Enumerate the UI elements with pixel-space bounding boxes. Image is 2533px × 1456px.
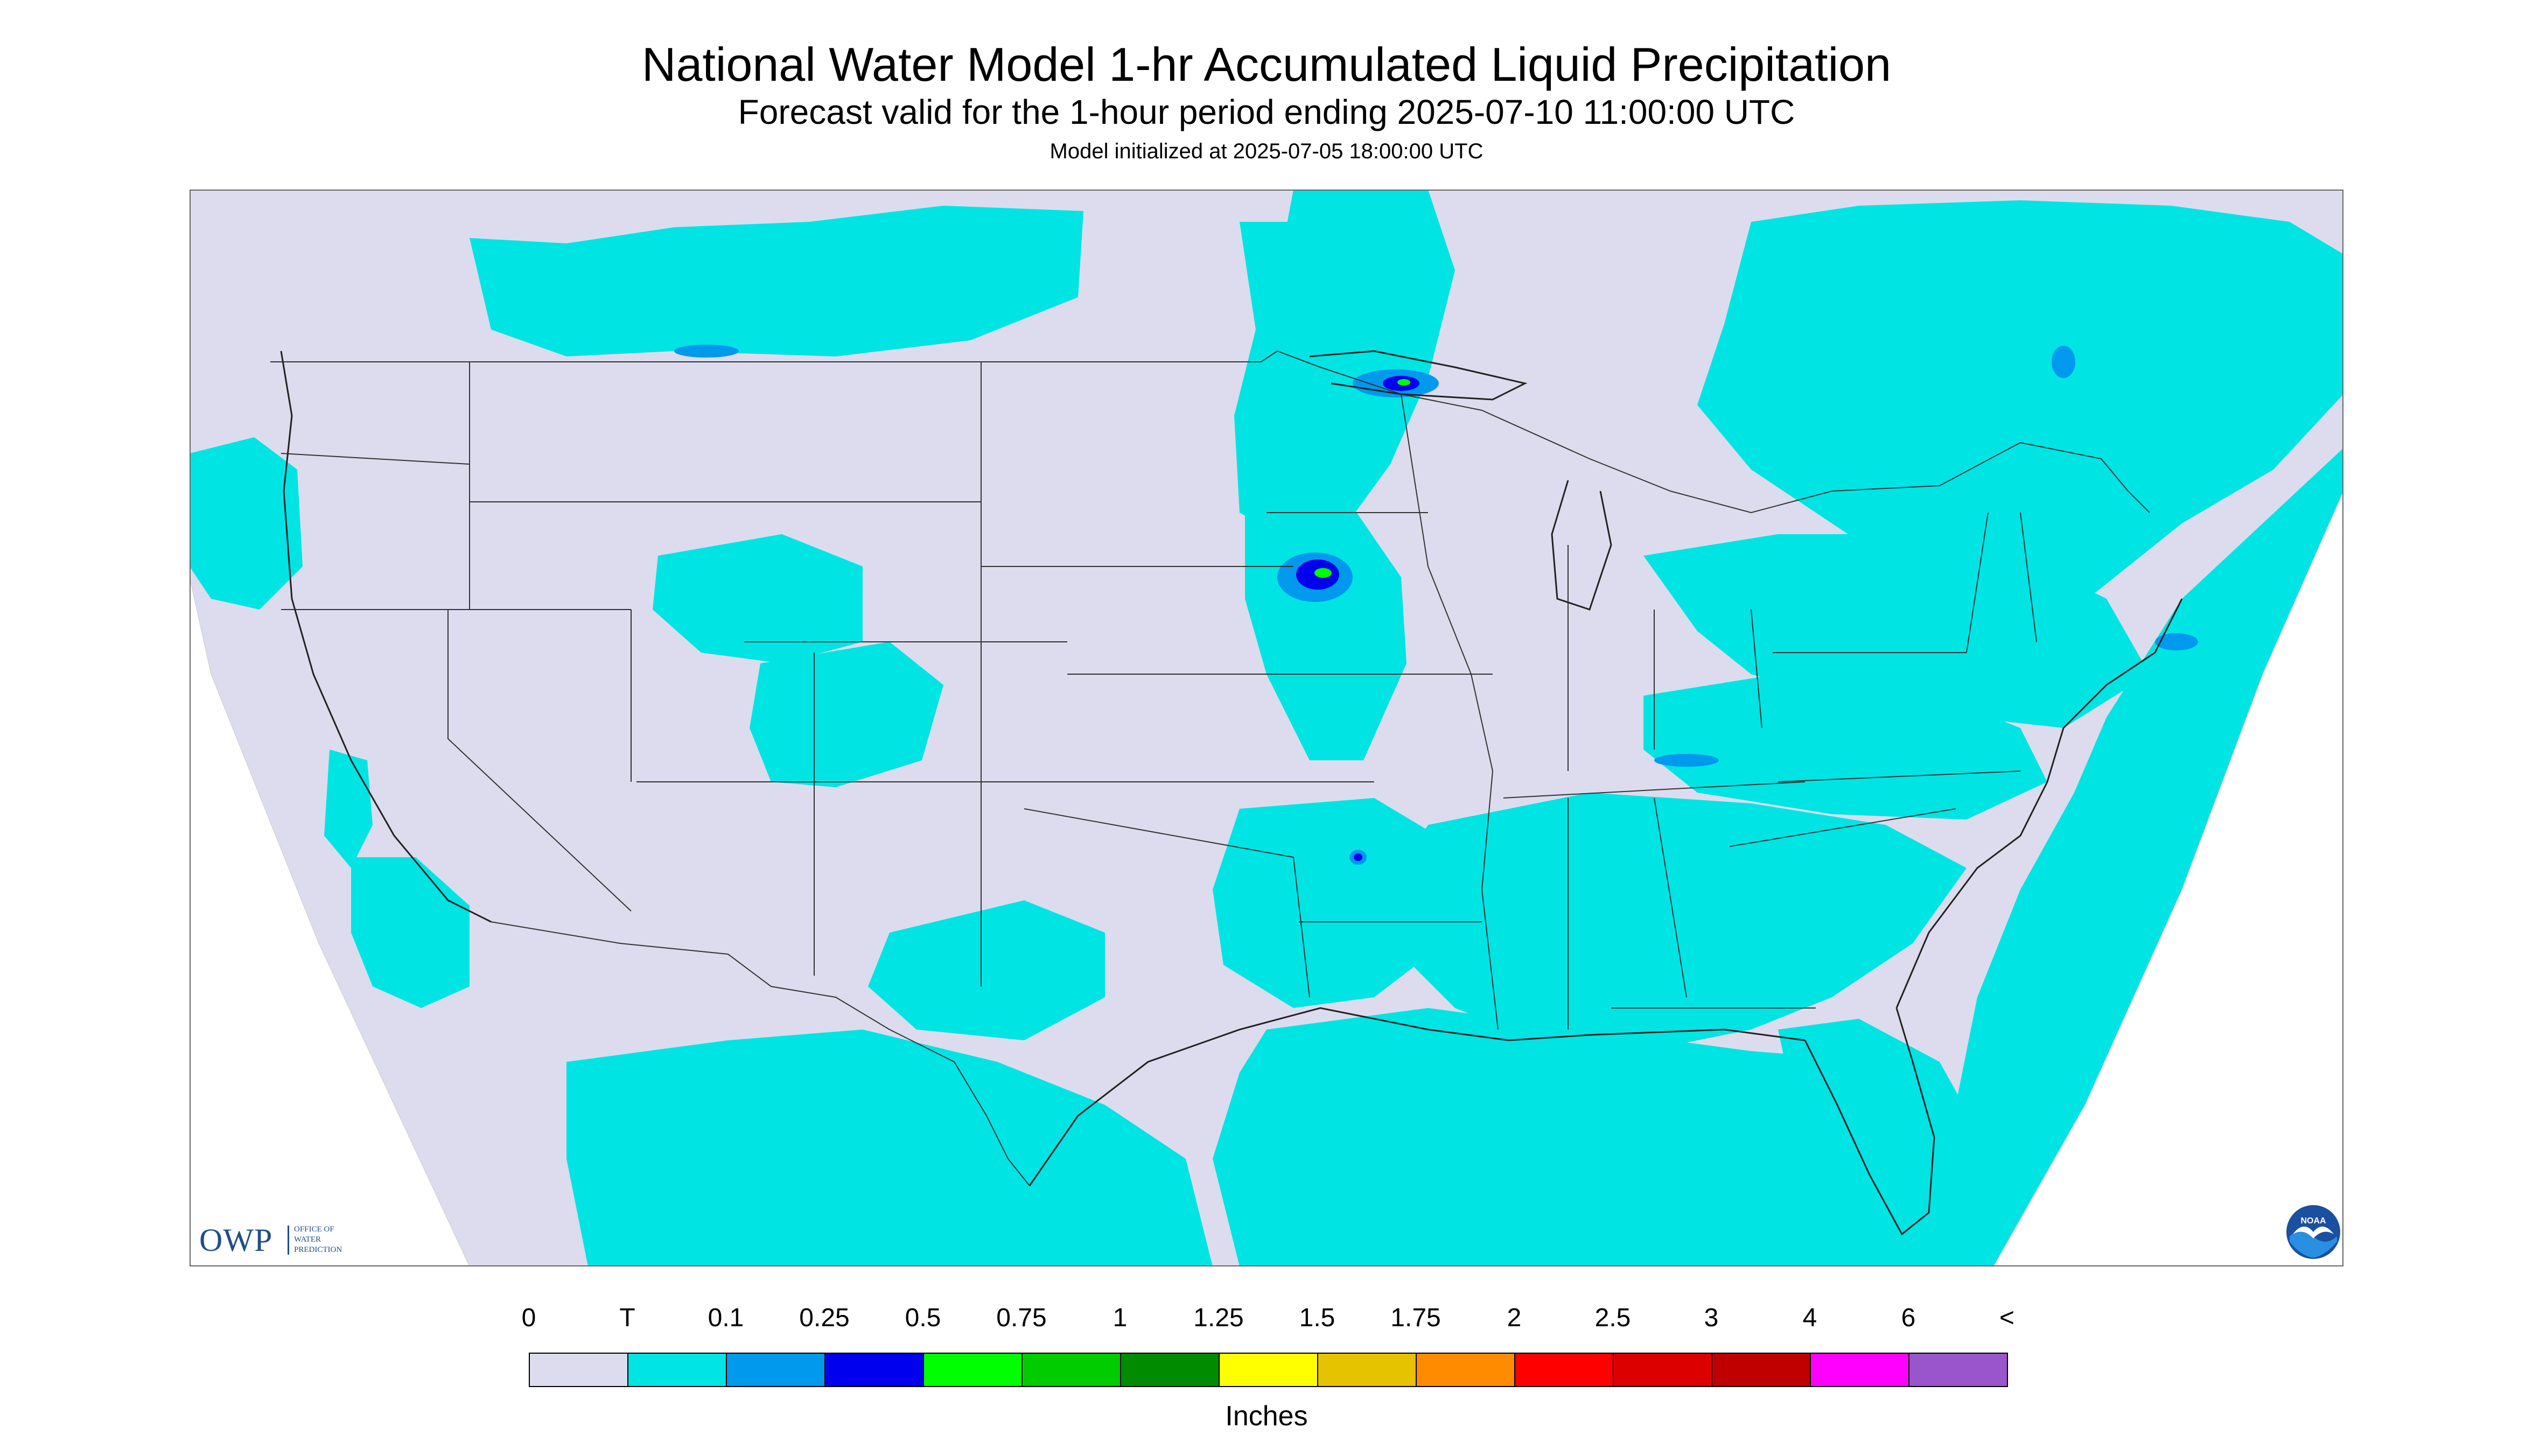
coastline-gulf (1028, 1007, 1806, 1186)
precip-area-minnesota (1234, 222, 1374, 534)
precip-area-quebec (1697, 200, 2343, 631)
legend-label: 0.75 (996, 1304, 1047, 1332)
coastline-atlantic (1895, 598, 2183, 1009)
precip-area-florida (1778, 1019, 1993, 1266)
domain-edge-left (190, 577, 470, 1266)
precip-heavy-iowa (1314, 568, 1332, 578)
border-oh-pa (1751, 609, 1762, 729)
precip-moderate-ar (1354, 853, 1362, 861)
noaa-logo: NOAA (2286, 1205, 2340, 1259)
legend-label: 0 (521, 1304, 536, 1332)
domain-edge-right (1993, 491, 2343, 1266)
legend-swatch (726, 1353, 825, 1387)
chart-subtitle: Forecast valid for the 1-hour period end… (738, 93, 1795, 131)
precip-area-pacific-nw (190, 437, 303, 610)
legend-swatch (1908, 1353, 2008, 1387)
precip-area-colorado (750, 642, 943, 787)
legend-swatch (1120, 1353, 1220, 1387)
legend-label: 1.25 (1193, 1304, 1244, 1332)
legend-label: 0.5 (905, 1304, 941, 1332)
legend-swatch (1711, 1353, 1811, 1387)
owp-logo-subtext: OFFICE OF WATER PREDICTION (294, 1225, 342, 1254)
chart-title: National Water Model 1-hr Accumulated Li… (641, 38, 1892, 91)
coastline-pacific (280, 351, 492, 923)
legend-label: 1 (1112, 1304, 1128, 1332)
legend-swatch (529, 1353, 628, 1387)
domain-mask-right (1993, 491, 2343, 1266)
legend-units: Inches (1225, 1401, 1308, 1432)
legend-swatch (1810, 1353, 1909, 1387)
border-ok-tx (1024, 808, 1310, 998)
owp-logo-text: OWP (199, 1222, 273, 1258)
legend-swatch (1514, 1353, 1614, 1387)
legend-label: 2 (1507, 1304, 1522, 1332)
owp-logo-divider (288, 1226, 289, 1255)
precip-light-kentucky (1654, 754, 1719, 767)
precip-heavy-superior (1397, 379, 1410, 386)
precip-area-arklatex (1213, 798, 1455, 1008)
color-legend: 0 T 0.1 0.25 0.5 0.75 1 1.25 1.5 1.75 2 2.5 3 4 6 < (522, 1303, 2014, 1411)
precip-area-texas-gulf (868, 900, 1105, 1040)
legend-swatch (824, 1353, 924, 1387)
precip-area-atlantic (1913, 448, 2343, 1266)
legend-swatch (1613, 1353, 1712, 1387)
us-mexico-border (491, 921, 1030, 1186)
border-al-ga (1654, 797, 1687, 998)
border-wa-or (281, 453, 470, 465)
precipitation-map (190, 190, 2343, 1266)
legend-swatch (1416, 1353, 1515, 1387)
precip-area-iowa (1245, 491, 1407, 760)
precip-heavy-areas (1314, 379, 1410, 578)
coastline-lake-michigan (1551, 480, 1612, 611)
legend-label: 1.5 (1299, 1304, 1335, 1332)
legend-label: T (619, 1304, 635, 1332)
legend-swatch (1219, 1353, 1318, 1387)
legend-label: 3 (1704, 1304, 1719, 1332)
border-ca-nv (447, 610, 632, 912)
legend-label: < (1999, 1304, 2015, 1332)
precip-area-baja-offshore (351, 857, 470, 1008)
legend-label: 0.1 (708, 1304, 744, 1332)
border-mississippi (1401, 394, 1499, 1030)
legend-label: 6 (1901, 1304, 1916, 1332)
owp-logo: OWP OFFICE OF WATER PREDICTION (199, 1221, 372, 1259)
coastline-lake-superior (1309, 350, 1528, 401)
border-va-nc (1778, 771, 2021, 782)
coastlines (280, 350, 2183, 1236)
legend-label: 2.5 (1594, 1304, 1631, 1332)
precip-area-canada-prairies (470, 206, 1083, 356)
precip-area-california-coast (324, 750, 373, 868)
legend-label: 0.25 (799, 1304, 850, 1332)
precip-area-mexico (566, 1030, 1213, 1266)
precip-area-wyoming (653, 534, 863, 663)
border-new-england (1966, 512, 2037, 653)
border-nc-sc (1729, 808, 1956, 847)
legend-swatch (627, 1353, 727, 1387)
noaa-logo-text: NOAA (2300, 1216, 2326, 1226)
coastline-florida (1804, 1007, 1935, 1236)
us-canada-border (270, 350, 2150, 514)
precip-area-southeast (1385, 793, 1967, 1051)
legend-swatch (1021, 1353, 1121, 1387)
state-borders (270, 350, 2150, 1186)
precip-trace-areas (190, 190, 2343, 1266)
precip-light-maine (2155, 633, 2198, 650)
legend-label: 4 (1802, 1304, 1817, 1332)
legend-label: 1.75 (1390, 1304, 1441, 1332)
precip-area-ohio-valley (1643, 674, 2047, 820)
border-ky-tn (1503, 781, 1806, 799)
model-init-time: Model initialized at 2025-07-05 18:00:00… (1049, 139, 1484, 163)
precip-light-quebec (2052, 346, 2075, 378)
domain-mask-left (190, 577, 470, 1266)
map-frame (190, 190, 2343, 1266)
legend-swatch (1317, 1353, 1417, 1387)
precip-light-canada (674, 345, 739, 358)
legend-swatch (923, 1353, 1023, 1387)
